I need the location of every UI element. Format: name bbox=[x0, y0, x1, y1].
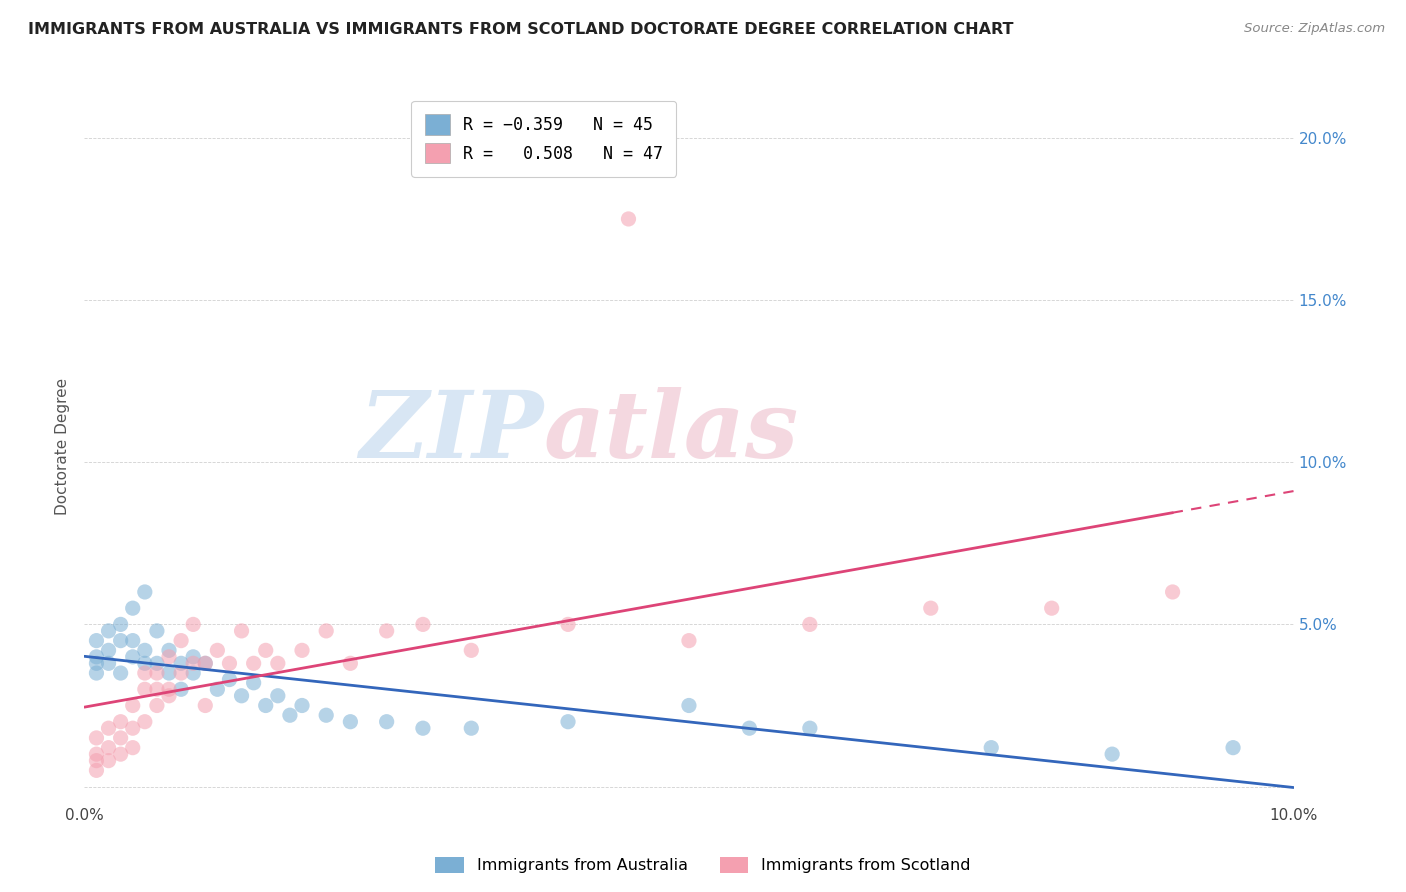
Point bbox=[460, 643, 482, 657]
Point bbox=[267, 657, 290, 671]
Y-axis label: Doctorate Degree: Doctorate Degree bbox=[55, 377, 70, 515]
Point bbox=[194, 657, 217, 671]
Point bbox=[134, 585, 156, 599]
Point bbox=[170, 682, 193, 697]
Point bbox=[678, 633, 700, 648]
Legend: Immigrants from Australia, Immigrants from Scotland: Immigrants from Australia, Immigrants fr… bbox=[429, 850, 977, 880]
Point bbox=[339, 657, 361, 671]
Point bbox=[121, 740, 143, 755]
Point bbox=[291, 643, 314, 657]
Legend: R = −0.359   N = 45, R =   0.508   N = 47: R = −0.359 N = 45, R = 0.508 N = 47 bbox=[412, 101, 676, 177]
Point bbox=[146, 698, 169, 713]
Point bbox=[194, 698, 217, 713]
Point bbox=[121, 601, 143, 615]
Point bbox=[146, 666, 169, 681]
Point bbox=[170, 657, 193, 671]
Point bbox=[110, 714, 132, 729]
Point bbox=[97, 624, 120, 638]
Point bbox=[157, 682, 180, 697]
Point bbox=[412, 721, 434, 735]
Point bbox=[207, 682, 229, 697]
Point bbox=[242, 657, 264, 671]
Point bbox=[86, 754, 108, 768]
Point bbox=[799, 617, 821, 632]
Point bbox=[121, 698, 143, 713]
Point bbox=[121, 721, 143, 735]
Point bbox=[86, 666, 108, 681]
Text: atlas: atlas bbox=[544, 387, 799, 476]
Point bbox=[315, 708, 337, 723]
Point bbox=[86, 657, 108, 671]
Point bbox=[375, 624, 398, 638]
Point bbox=[557, 617, 579, 632]
Point bbox=[110, 666, 132, 681]
Point bbox=[218, 673, 240, 687]
Point bbox=[181, 617, 204, 632]
Point bbox=[980, 740, 1002, 755]
Point bbox=[181, 666, 204, 681]
Point bbox=[242, 675, 264, 690]
Point bbox=[86, 649, 108, 664]
Point bbox=[134, 682, 156, 697]
Text: IMMIGRANTS FROM AUSTRALIA VS IMMIGRANTS FROM SCOTLAND DOCTORATE DEGREE CORRELATI: IMMIGRANTS FROM AUSTRALIA VS IMMIGRANTS … bbox=[28, 22, 1014, 37]
Point bbox=[460, 721, 482, 735]
Point bbox=[86, 764, 108, 778]
Point bbox=[207, 643, 229, 657]
Point bbox=[121, 649, 143, 664]
Point bbox=[1040, 601, 1063, 615]
Point bbox=[920, 601, 942, 615]
Point bbox=[278, 708, 301, 723]
Point bbox=[97, 657, 120, 671]
Point bbox=[170, 633, 193, 648]
Point bbox=[181, 657, 204, 671]
Point bbox=[181, 649, 204, 664]
Point bbox=[86, 633, 108, 648]
Point bbox=[678, 698, 700, 713]
Point bbox=[157, 643, 180, 657]
Point bbox=[557, 714, 579, 729]
Point bbox=[110, 617, 132, 632]
Point bbox=[97, 643, 120, 657]
Point bbox=[315, 624, 337, 638]
Point bbox=[291, 698, 314, 713]
Point bbox=[146, 624, 169, 638]
Point bbox=[134, 714, 156, 729]
Point bbox=[194, 657, 217, 671]
Point bbox=[799, 721, 821, 735]
Point bbox=[134, 643, 156, 657]
Point bbox=[134, 666, 156, 681]
Point bbox=[97, 754, 120, 768]
Point bbox=[157, 689, 180, 703]
Point bbox=[267, 689, 290, 703]
Point bbox=[231, 689, 253, 703]
Point bbox=[86, 731, 108, 745]
Point bbox=[375, 714, 398, 729]
Point bbox=[738, 721, 761, 735]
Point bbox=[86, 747, 108, 761]
Point bbox=[134, 657, 156, 671]
Point bbox=[1161, 585, 1184, 599]
Point bbox=[110, 747, 132, 761]
Point bbox=[146, 682, 169, 697]
Point bbox=[412, 617, 434, 632]
Point bbox=[146, 657, 169, 671]
Point bbox=[254, 643, 277, 657]
Text: Source: ZipAtlas.com: Source: ZipAtlas.com bbox=[1244, 22, 1385, 36]
Point bbox=[157, 666, 180, 681]
Point bbox=[254, 698, 277, 713]
Point bbox=[97, 740, 120, 755]
Point bbox=[121, 633, 143, 648]
Point bbox=[231, 624, 253, 638]
Point bbox=[617, 211, 640, 226]
Point bbox=[339, 714, 361, 729]
Point bbox=[97, 721, 120, 735]
Point bbox=[218, 657, 240, 671]
Point bbox=[110, 731, 132, 745]
Point bbox=[1101, 747, 1123, 761]
Point bbox=[157, 649, 180, 664]
Point bbox=[110, 633, 132, 648]
Text: ZIP: ZIP bbox=[360, 387, 544, 476]
Point bbox=[1222, 740, 1244, 755]
Point bbox=[170, 666, 193, 681]
